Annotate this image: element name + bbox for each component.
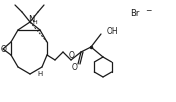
Text: OH: OH: [107, 28, 119, 37]
Text: O: O: [72, 64, 78, 73]
Text: O: O: [69, 52, 75, 60]
Text: H: H: [33, 19, 37, 24]
Text: H: H: [37, 71, 43, 77]
Text: N: N: [28, 14, 34, 23]
Text: Br: Br: [130, 9, 139, 18]
Text: O: O: [1, 44, 7, 54]
Text: −: −: [145, 7, 151, 16]
